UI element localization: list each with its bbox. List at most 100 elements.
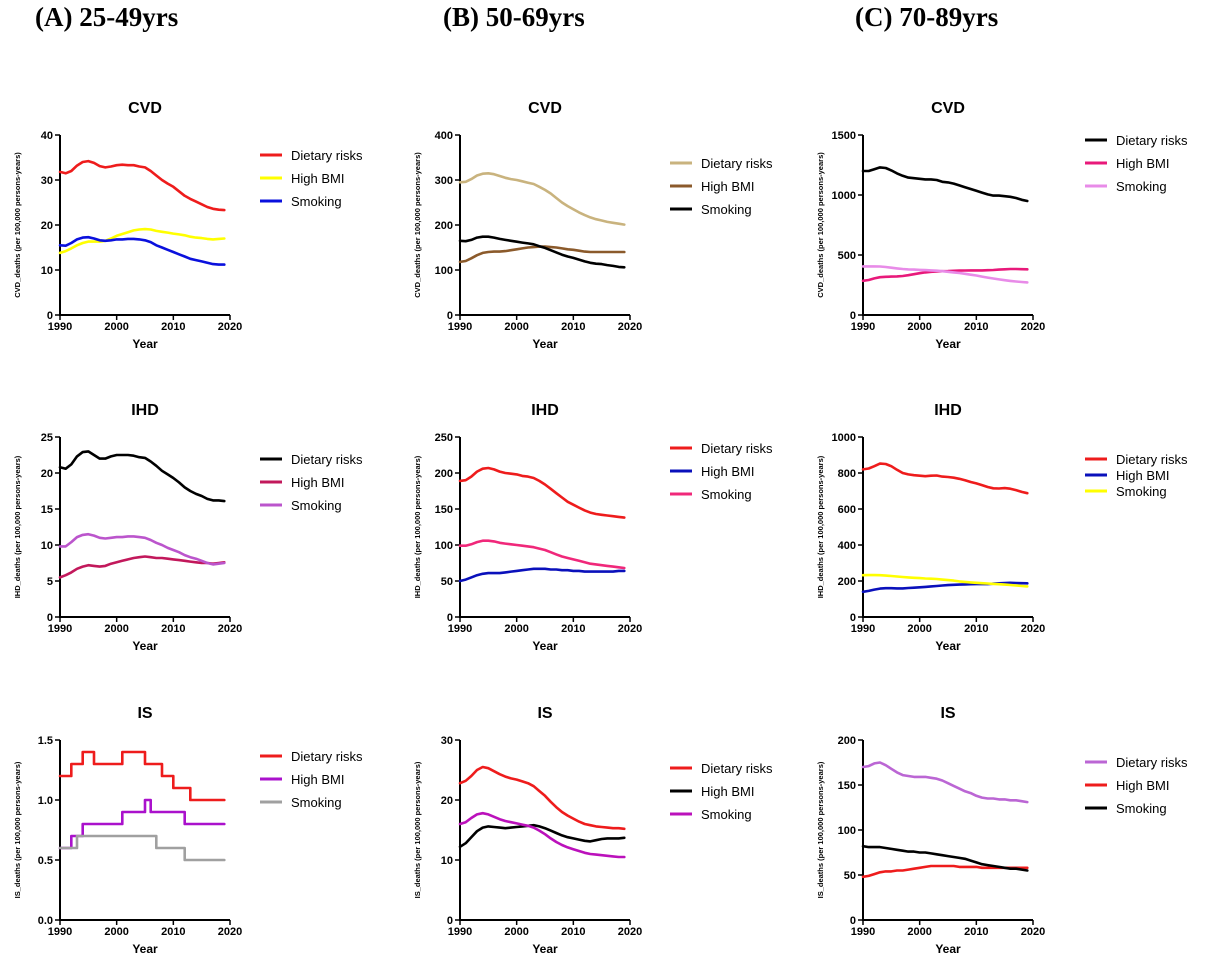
legend-entry-smoking: Smoking [1116,801,1167,816]
legend-entry-high-bmi: High BMI [701,784,754,799]
y-tick-label: 0 [47,612,53,624]
y-tick-label: 0 [850,612,856,624]
legend-entry-smoking: Smoking [291,795,342,810]
x-tick-label: 1990 [851,321,875,333]
y-tick-label: 30 [441,735,453,747]
x-tick-label: 1990 [48,623,72,635]
x-tick-label: 2010 [964,926,988,938]
x-tick-label: 1990 [448,623,472,635]
series-line-smoking [861,265,1029,284]
y-tick-label: 0 [447,612,453,624]
x-tick-label: 2000 [907,623,931,635]
column-title-a: (A) 25-49yrs [35,2,179,32]
series-line-smoking [58,235,226,266]
legend-entry-dietary-risks: Dietary risks [701,761,773,776]
x-tick-label: 2020 [1021,321,1045,333]
chart-title: CVD [528,100,562,117]
chart-title: CVD [931,100,965,117]
x-axis-label: Year [935,639,961,653]
legend-entry-dietary-risks: Dietary risks [291,452,363,467]
y-tick-label: 0 [850,310,856,322]
legend-entry-smoking: Smoking [701,202,752,217]
y-axis-label: IS_deaths (per 100,000 persons-years) [413,761,422,898]
x-tick-label: 2010 [964,321,988,333]
legend-entry-smoking: Smoking [291,194,342,209]
series-line-high-bmi [458,567,626,583]
x-axis-label: Year [132,639,158,653]
y-tick-label: 250 [435,432,453,444]
x-tick-label: 2000 [504,926,528,938]
legend-entry-smoking: Smoking [1116,179,1167,194]
y-axis-label: IHD_deaths (per 100,000 persons-years) [816,455,825,598]
y-tick-label: 150 [838,780,856,792]
x-tick-label: 2010 [561,926,585,938]
series-line-dietary-risks [58,159,226,212]
x-axis-label: Year [532,942,558,956]
x-tick-label: 1990 [48,926,72,938]
x-tick-label: 1990 [851,623,875,635]
legend-entry-high-bmi: High BMI [1116,468,1169,483]
x-tick-label: 2000 [104,926,128,938]
series-line-smoking [458,811,626,859]
series-line-high-bmi [458,823,626,849]
y-tick-label: 0 [850,915,856,927]
legend-entry-high-bmi: High BMI [1116,156,1169,171]
series-line-dietary-risks [458,466,626,519]
y-tick-label: 50 [441,576,453,588]
x-tick-label: 1990 [448,321,472,333]
legend-entry-high-bmi: High BMI [1116,778,1169,793]
series-line-smoking [58,532,226,566]
legend-entry-high-bmi: High BMI [701,179,754,194]
series-line-smoking [458,539,626,570]
y-tick-label: 0 [47,310,53,322]
y-tick-label: 0 [447,915,453,927]
legend-entry-dietary-risks: Dietary risks [1116,133,1188,148]
y-tick-label: 1000 [832,432,856,444]
x-tick-label: 2000 [907,321,931,333]
y-axis-label: IS_deaths (per 100,000 persons-years) [816,761,825,898]
legend-entry-smoking: Smoking [1116,484,1167,499]
y-tick-label: 15 [41,504,53,516]
series-line-smoking [458,235,626,269]
series-line-smoking [861,573,1029,588]
series-line-high-bmi [58,227,226,255]
x-tick-label: 2000 [907,926,931,938]
y-axis-label: IHD_deaths (per 100,000 persons-years) [13,455,22,598]
x-tick-label: 2000 [504,623,528,635]
x-tick-label: 2010 [161,926,185,938]
y-tick-label: 10 [41,265,53,277]
x-tick-label: 2020 [1021,926,1045,938]
legend-entry-smoking: Smoking [291,498,342,513]
column-title-b: (B) 50-69yrs [443,2,585,32]
y-tick-label: 200 [435,468,453,480]
y-tick-label: 200 [435,220,453,232]
y-tick-label: 10 [441,855,453,867]
legend-entry-smoking: Smoking [701,807,752,822]
y-tick-label: 20 [41,220,53,232]
chart-title: IS [137,705,152,722]
x-tick-label: 2020 [218,926,242,938]
legend-entry-high-bmi: High BMI [291,772,344,787]
y-tick-label: 600 [838,504,856,516]
x-tick-label: 2010 [964,623,988,635]
x-tick-label: 1990 [851,926,875,938]
y-tick-label: 400 [435,130,453,142]
y-tick-label: 30 [41,175,53,187]
legend-entry-dietary-risks: Dietary risks [701,441,773,456]
chart-title: IHD [531,402,559,419]
legend-entry-dietary-risks: Dietary risks [291,148,363,163]
x-tick-label: 2020 [618,321,642,333]
series-line-high-bmi [58,798,226,850]
legend-entry-high-bmi: High BMI [291,475,344,490]
series-line-dietary-risks [861,761,1029,804]
series-line-smoking [861,844,1029,872]
x-axis-label: Year [132,942,158,956]
y-axis-label: CVD_deaths (per 100,000 persons-years) [816,152,825,298]
legend-entry-smoking: Smoking [701,487,752,502]
chart-title: IHD [934,402,962,419]
